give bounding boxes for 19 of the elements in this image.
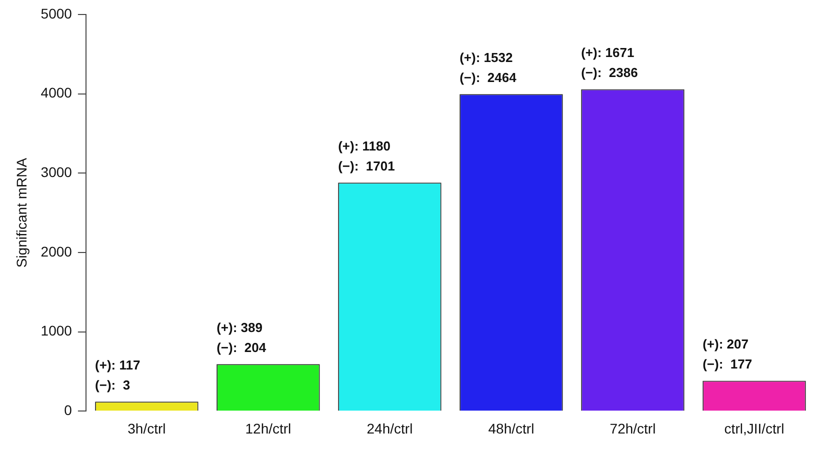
data-label: (+): 117 (−): 3 (95, 358, 140, 393)
y-tick-label: 0 (64, 402, 72, 418)
y-tick-label: 4000 (40, 84, 72, 101)
x-tick-label: 12h/ctrl (245, 420, 292, 436)
x-tick-label: 24h/ctrl (366, 420, 413, 436)
x-tick-label: 48h/ctrl (488, 420, 534, 436)
x-tick-label: 72h/ctrl (610, 420, 656, 436)
data-label: (+): 1532 (−): 2464 (460, 50, 518, 86)
y-tick-label: 5000 (40, 5, 72, 22)
data-label: (+): 1671 (−): 2386 (581, 45, 638, 80)
data-label: (+): 207 (−): 177 (702, 336, 752, 372)
data-label: (+): 1180 (−): 1701 (338, 138, 395, 174)
data-label: (+): 389 (−): 204 (216, 320, 267, 356)
x-tick-label: ctrl,JII/ctrl (724, 420, 784, 436)
y-tick-label: 1000 (40, 322, 72, 339)
x-tick-label: 3h/ctrl (128, 420, 166, 436)
y-axis-title: Significant mRNA (13, 157, 30, 268)
y-tick-label: 2000 (40, 243, 72, 260)
y-tick-label: 3000 (40, 164, 72, 180)
